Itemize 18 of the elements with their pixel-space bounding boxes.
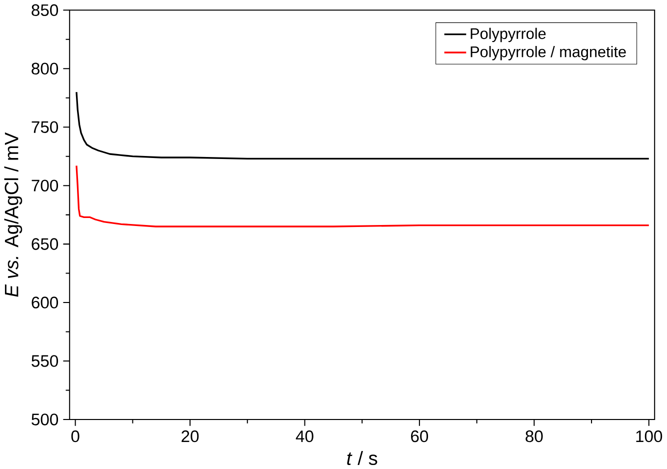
y-tick-label: 850 (32, 4, 58, 16)
x-tick-label: 20 (182, 430, 199, 442)
x-tick-label: 60 (411, 430, 428, 442)
x-tick-label: 100 (636, 430, 662, 442)
x-axis-title: t / s (347, 450, 378, 465)
y-tick-label: 550 (32, 354, 58, 367)
y-axis-title: E vs. Ag/AgCl / mV (4, 132, 22, 297)
y-tick-label: 600 (32, 296, 58, 308)
legend-label: Polypyrrole (470, 28, 546, 42)
y-tick-label: 700 (32, 180, 58, 192)
x-tick-label: 40 (296, 430, 314, 442)
legend-label: Polypyrrole / magnetite (470, 46, 626, 60)
x-tick-label: 0 (71, 430, 80, 442)
y-tick-label: 500 (32, 413, 58, 426)
y-tick-label: 650 (32, 238, 58, 250)
x-tick-label: 80 (526, 430, 543, 442)
y-tick-label: 750 (32, 121, 58, 133)
y-tick-label: 800 (32, 62, 58, 74)
